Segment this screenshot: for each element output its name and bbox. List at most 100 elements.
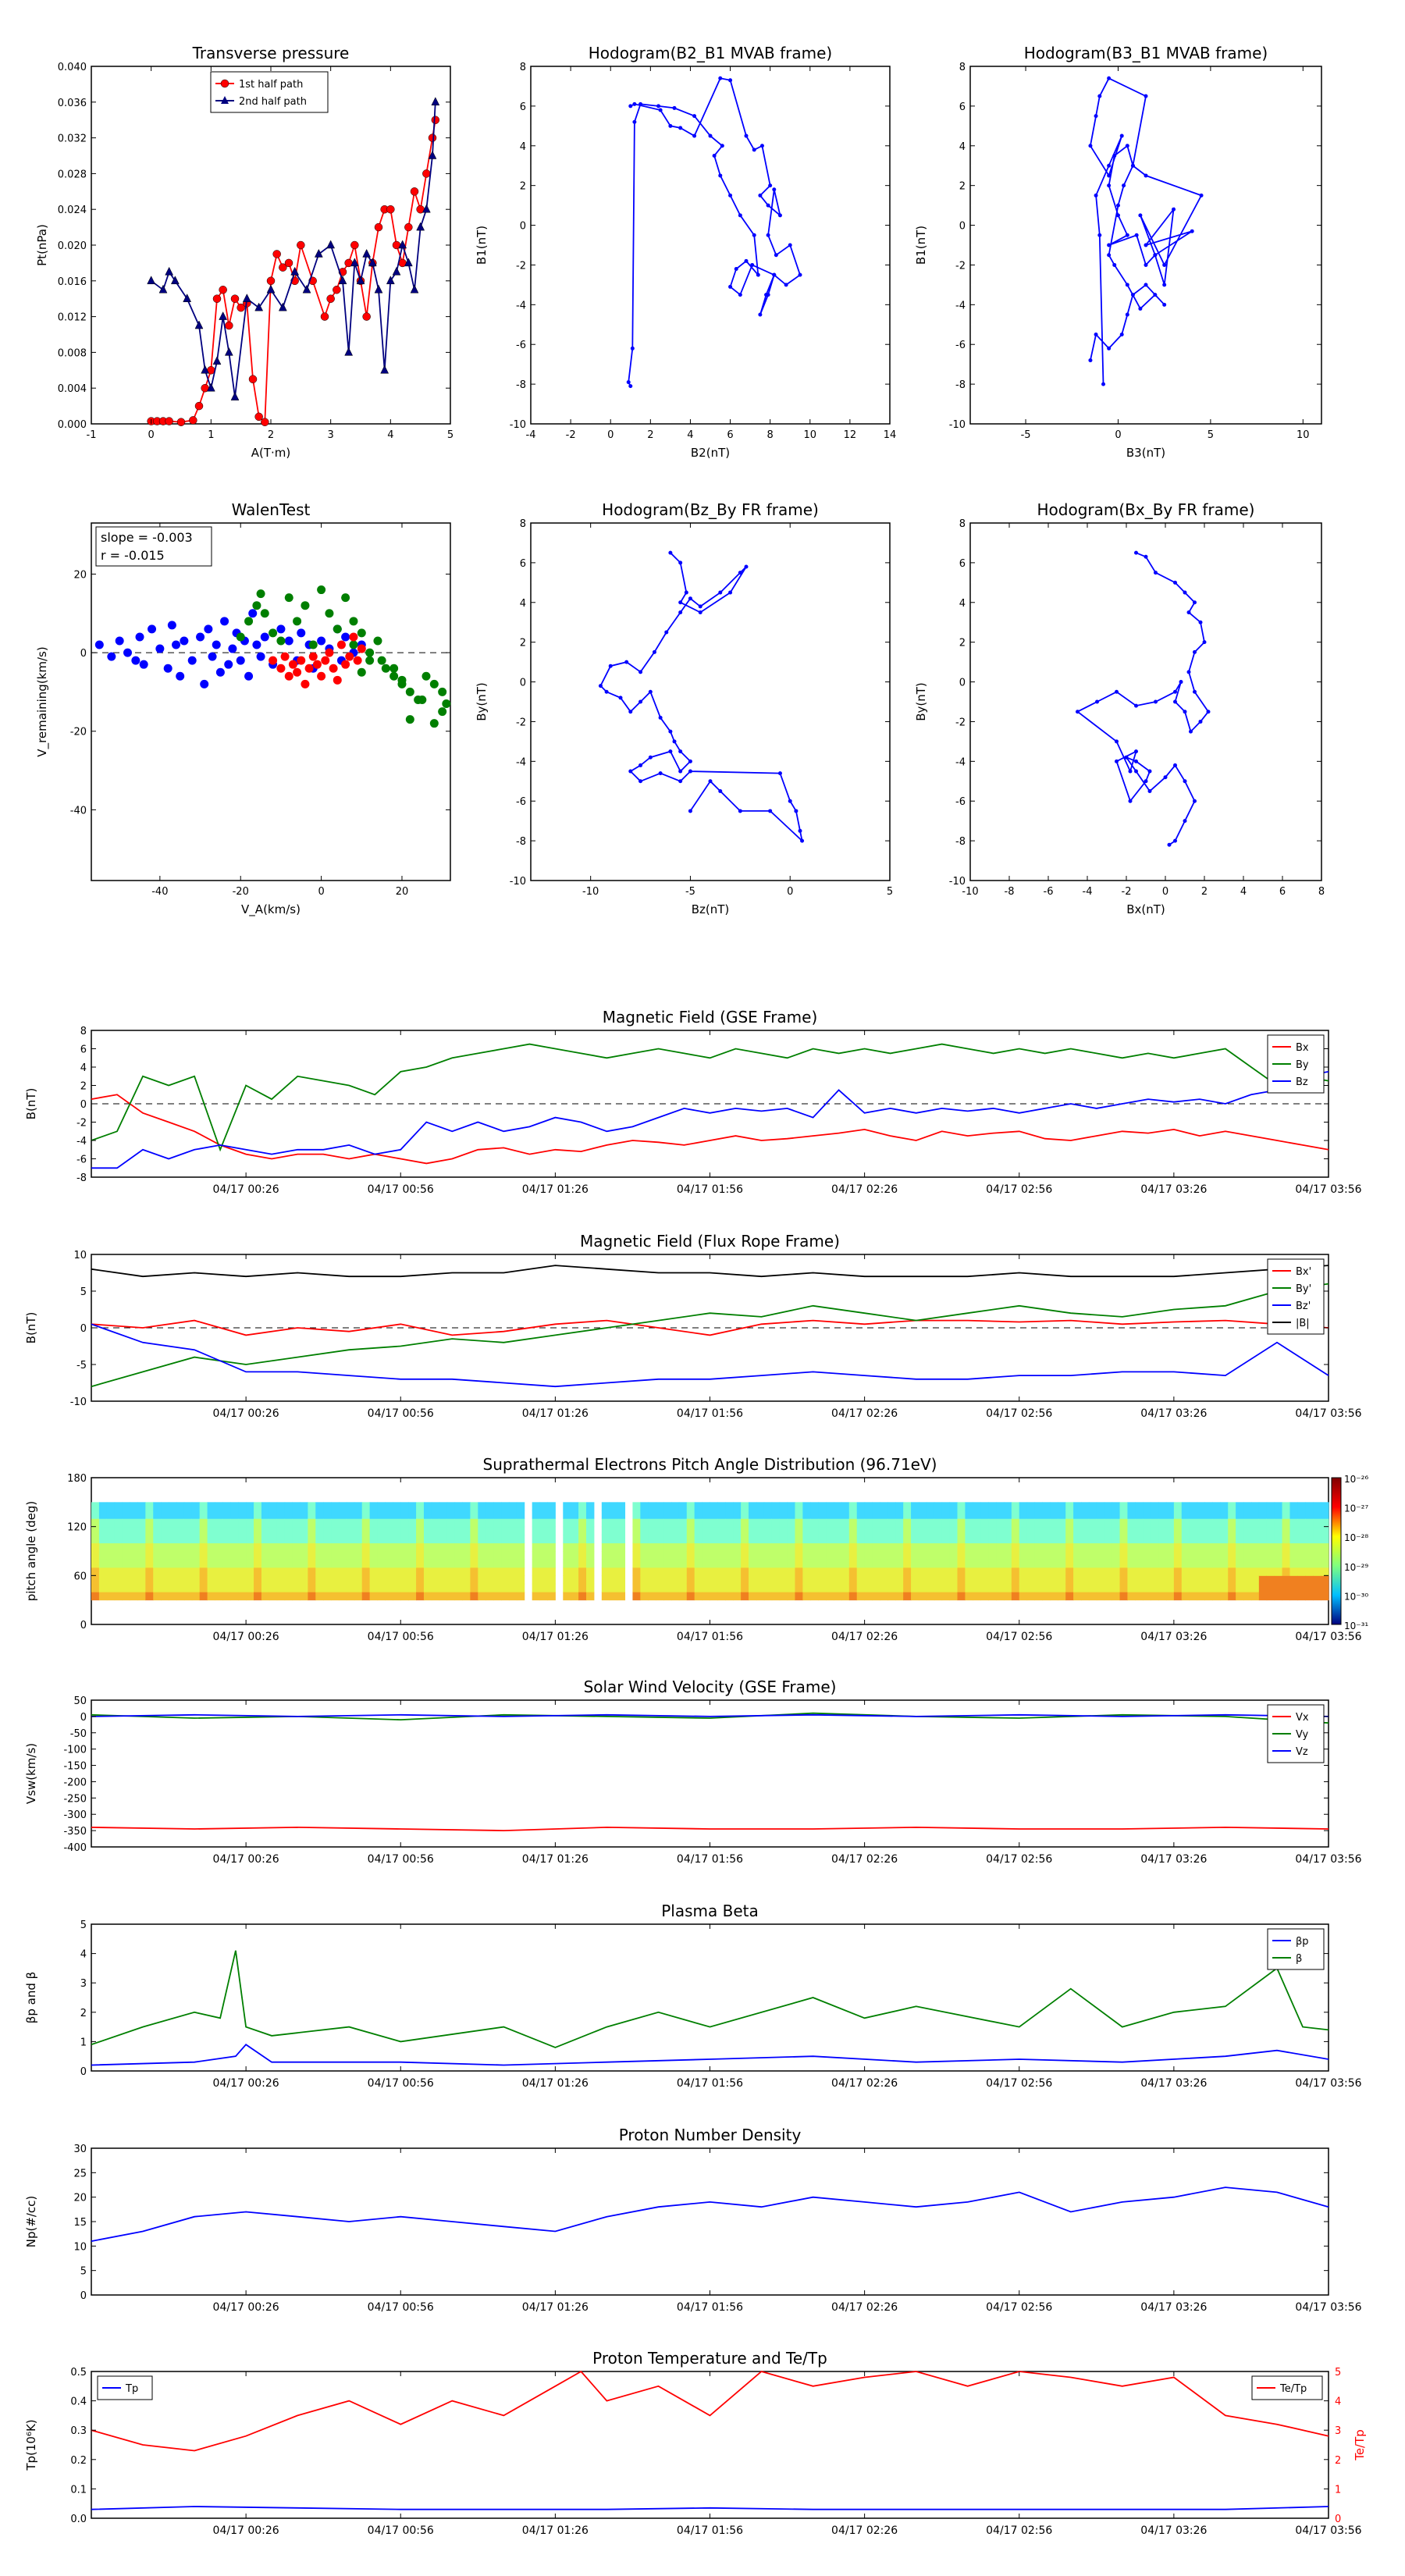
hodogram-bz-by-point [738, 571, 742, 575]
pad-cell [161, 1592, 169, 1601]
pad-cell [276, 1526, 286, 1535]
pad-cell [1243, 1510, 1252, 1519]
pad-cell [756, 1502, 765, 1511]
pad-cell [678, 1575, 688, 1585]
hodogram-b2-b1-ytick-label: 8 [520, 62, 526, 73]
pad-cell [161, 1502, 169, 1511]
pad-cell [1034, 1551, 1043, 1560]
hodogram-bz-by-point [638, 763, 643, 767]
pad-cell [408, 1592, 417, 1601]
pad-cell [1081, 1518, 1090, 1528]
pad-cell [276, 1510, 286, 1519]
pad-cell [269, 1518, 278, 1528]
walen-test-ytick-label: 20 [73, 569, 87, 581]
pad-cell [771, 1510, 781, 1519]
pad-cell [834, 1535, 842, 1544]
hodogram-b3-b1-point [1134, 233, 1139, 237]
pad-cell [926, 1535, 935, 1544]
magnetic-field-fr-ytick-label: 0 [80, 1323, 87, 1335]
pad-cell [911, 1526, 919, 1535]
hodogram-bz-by-point [688, 596, 692, 601]
pad-cell [834, 1567, 842, 1576]
pad-cell [137, 1526, 146, 1535]
pad-cell [1151, 1592, 1159, 1601]
pad-cell [331, 1542, 340, 1552]
pad-cell [254, 1551, 262, 1560]
pad-cell [246, 1502, 254, 1511]
pad-cell [315, 1551, 324, 1560]
hodogram-b2-b1-point [759, 144, 764, 148]
hodogram-bx-by-point [1173, 763, 1177, 767]
pad-cell [346, 1559, 355, 1568]
pad-cell [640, 1592, 649, 1601]
plasma-beta-time-label: 04/17 02:56 [986, 2077, 1052, 2090]
pad-cell [369, 1542, 379, 1552]
pad-cell [478, 1592, 486, 1601]
pad-cell [1151, 1502, 1159, 1511]
proton-temperature-y2tick-label: 4 [1335, 2396, 1341, 2408]
pad-cell [1042, 1518, 1051, 1528]
walen-test-point [429, 719, 439, 728]
pad-cell [1050, 1592, 1058, 1601]
pad-cell [887, 1592, 896, 1601]
hodogram-b2-b1-point [658, 108, 663, 112]
magnetic-field-gse-time-label: 04/17 00:56 [368, 1183, 434, 1196]
plasma-beta-ytick-label: 5 [80, 1920, 87, 1931]
pad-cell [122, 1526, 131, 1535]
pad-cell [841, 1510, 850, 1519]
pad-cell [911, 1575, 919, 1585]
hodogram-b2-b1-xtick-label: 6 [727, 429, 733, 441]
pitch-angle-distribution-time-label: 04/17 02:26 [831, 1631, 898, 1643]
pad-cell [996, 1551, 1005, 1560]
pad-cell [957, 1559, 966, 1568]
pad-cell [539, 1551, 548, 1560]
pad-cell [880, 1518, 888, 1528]
pad-cell [965, 1559, 973, 1568]
pad-cell [446, 1551, 456, 1560]
hodogram-bz-by-point [688, 809, 692, 813]
transverse-pressure-point [422, 169, 431, 178]
pad-cell [292, 1592, 301, 1601]
walen-test-point [422, 671, 431, 681]
hodogram-b2-b1-point [758, 193, 763, 197]
pad-cell [254, 1535, 262, 1544]
walen-test-point [187, 656, 197, 665]
pad-cell [1236, 1551, 1244, 1560]
hodogram-b2-b1-xtick-label: 8 [767, 429, 774, 441]
pad-cell [454, 1526, 463, 1535]
pad-cell [756, 1567, 765, 1576]
hodogram-bz-by-point [678, 779, 683, 784]
pad-cell [1243, 1551, 1252, 1560]
pad-cell [779, 1592, 788, 1601]
pad-cell [1011, 1567, 1020, 1576]
pad-cell [400, 1567, 409, 1576]
pad-cell [725, 1502, 734, 1511]
hodogram-bx-by-xtick-label: -2 [1122, 886, 1132, 898]
pad-cell [864, 1567, 873, 1576]
pad-cell [694, 1526, 703, 1535]
pad-cell [1181, 1592, 1190, 1601]
transverse-pressure-point [170, 276, 180, 285]
pad-cell [1104, 1583, 1113, 1592]
pad-cell [183, 1542, 193, 1552]
pad-cell [1050, 1559, 1058, 1568]
pad-cell [926, 1592, 935, 1601]
hodogram-b3-b1-point [1125, 233, 1129, 237]
pad-cell [1050, 1583, 1058, 1592]
pad-cell [763, 1510, 773, 1519]
transverse-pressure-xtick-label: 4 [387, 429, 393, 441]
pad-cell [756, 1542, 765, 1552]
pad-cell [749, 1535, 757, 1544]
pad-cell [749, 1502, 757, 1511]
pad-cell [965, 1526, 973, 1535]
pad-cell [416, 1592, 425, 1601]
pad-cell [1258, 1559, 1268, 1568]
pad-cell [1096, 1575, 1105, 1585]
pad-cell [957, 1542, 966, 1552]
pad-cell [1173, 1592, 1183, 1601]
hodogram-b3-b1-xtick-label: 10 [1297, 429, 1310, 441]
pad-cell [308, 1518, 316, 1528]
walen-test-point [442, 699, 451, 709]
pad-cell [1073, 1559, 1082, 1568]
pad-cell [1250, 1535, 1260, 1544]
